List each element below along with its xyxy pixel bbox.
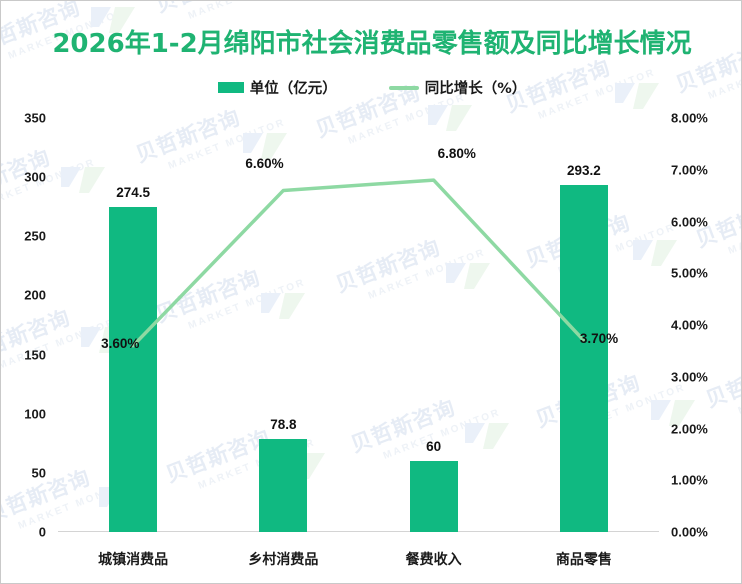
y-axis-left-tick: 250 [24,228,46,244]
bar-value-label: 293.2 [566,163,601,179]
y-axis-left-tick: 0 [38,524,46,540]
y-axis-right-tick: 7.00% [671,162,708,178]
legend-line-swatch-icon [388,85,419,90]
growth-line-series [131,178,586,348]
y-axis-left-tick: 300 [24,169,46,185]
legend-line-label: 同比增长（%） [424,81,527,97]
bar[interactable] [409,461,458,532]
legend-item-bar[interactable]: 单位（亿元） [217,77,337,98]
chart-legend: 单位（亿元） 同比增长（%） [1,77,741,98]
x-axis-category-label: 商品零售 [555,552,612,568]
x-axis-category-label: 乡村消费品 [248,552,319,568]
y-axis-right-tick: 8.00% [671,110,708,126]
y-axis-right-tick: 2.00% [671,421,708,436]
y-axis-right-tick: 4.00% [671,317,708,333]
plot-area: 0 50 100 150 200 250 300 350 0.00% 1.00% 2.00% 3.00… [24,111,708,569]
watermark-logo-icon [269,0,323,11]
legend-bar-label: 单位（亿元） [249,81,337,97]
bar[interactable] [109,207,158,532]
y-axis-right-tick: 0.00% [671,524,708,540]
y-axis-left-tick: 50 [31,465,46,481]
y-axis-left-tick: 200 [24,287,46,303]
y-axis-right-tick: 1.00% [671,472,708,488]
line-value-label: 3.70% [579,330,619,346]
bar-value-label: 78.8 [270,416,297,432]
legend-bar-swatch-icon [217,82,244,93]
legend-item-line[interactable]: 同比增长（%） [388,77,527,98]
y-axis-right-tick: 3.00% [671,369,708,385]
bar-value-label: 60 [426,439,442,455]
line-value-label: 6.60% [245,156,284,172]
x-axis-category-label: 城镇消费品 [98,552,169,568]
x-axis-category-label: 餐费收入 [405,552,462,568]
bar[interactable] [559,185,608,532]
y-axis-left-tick: 150 [24,347,46,363]
y-axis-left-tick: 350 [24,110,46,126]
chart-title: 2026年1-2月绵阳市社会消费品零售额及同比增长情况 [52,29,692,59]
y-axis-right-tick: 5.00% [671,265,708,281]
y-axis-right-tick: 6.00% [671,214,708,229]
bar-value-label: 274.5 [116,185,151,201]
line-value-label: 6.80% [437,146,476,162]
line-value-label: 3.60% [101,335,140,351]
x-axis-line [58,531,659,532]
y-axis-left-tick: 100 [24,406,46,422]
